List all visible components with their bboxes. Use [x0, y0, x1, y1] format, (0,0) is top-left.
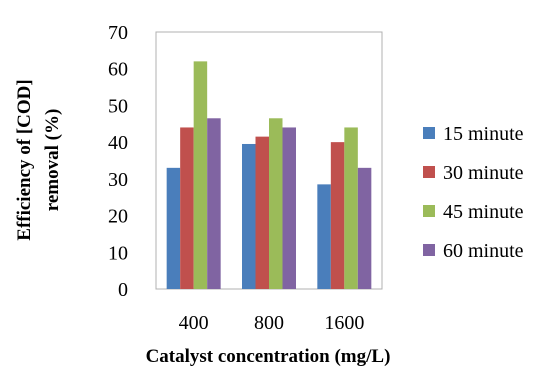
x-axis-ticks: 400 800 1600: [179, 312, 365, 334]
y-tick-label: 10: [108, 242, 128, 264]
legend-swatch: [423, 166, 435, 178]
bars-group: [166, 61, 372, 290]
bar-1600-30-minute: [330, 142, 345, 289]
x-tick-label: 1600: [324, 312, 364, 334]
bar-1600-15-minute: [317, 184, 331, 289]
bar-800-60-minute: [282, 127, 296, 289]
y-axis-title-line-1: Efficiency of [COD]: [14, 79, 35, 240]
y-tick-label: 40: [108, 132, 128, 154]
legend-label: 15 minute: [443, 123, 524, 145]
y-tick-label: 20: [108, 206, 128, 228]
bar-400-30-minute: [180, 127, 194, 289]
y-tick-label: 0: [118, 279, 128, 301]
y-axis-ticks: 0 10 20 30 40 50 60 70: [108, 22, 128, 301]
bar-400-15-minute: [166, 167, 181, 289]
legend-label: 60 minute: [443, 240, 524, 262]
y-tick-label: 70: [108, 22, 128, 44]
x-tick-label: 800: [254, 312, 284, 334]
bar-800-30-minute: [255, 136, 269, 289]
legend-swatch: [423, 127, 435, 139]
x-axis-title: Catalyst concentration (mg/L): [146, 346, 391, 367]
x-tick-label: 400: [179, 312, 209, 334]
legend-label: 30 minute: [443, 162, 524, 184]
bar-800-15-minute: [242, 143, 256, 289]
y-tick-label: 30: [108, 169, 128, 191]
bar-1600-45-minute: [344, 127, 358, 289]
legend: 15 minute 30 minute 45 minute 60 minute: [423, 123, 524, 262]
y-tick-label: 50: [108, 95, 128, 117]
bar-400-60-minute: [207, 118, 221, 290]
bar-800-45-minute: [269, 118, 283, 290]
bar-1600-60-minute: [357, 167, 372, 289]
y-tick-label: 60: [108, 59, 128, 81]
y-axis-title-line-2: removal (%): [42, 109, 63, 212]
bar-400-45-minute: [193, 61, 208, 289]
legend-label: 45 minute: [443, 201, 524, 223]
legend-swatch: [423, 205, 435, 217]
legend-swatch: [423, 244, 435, 256]
